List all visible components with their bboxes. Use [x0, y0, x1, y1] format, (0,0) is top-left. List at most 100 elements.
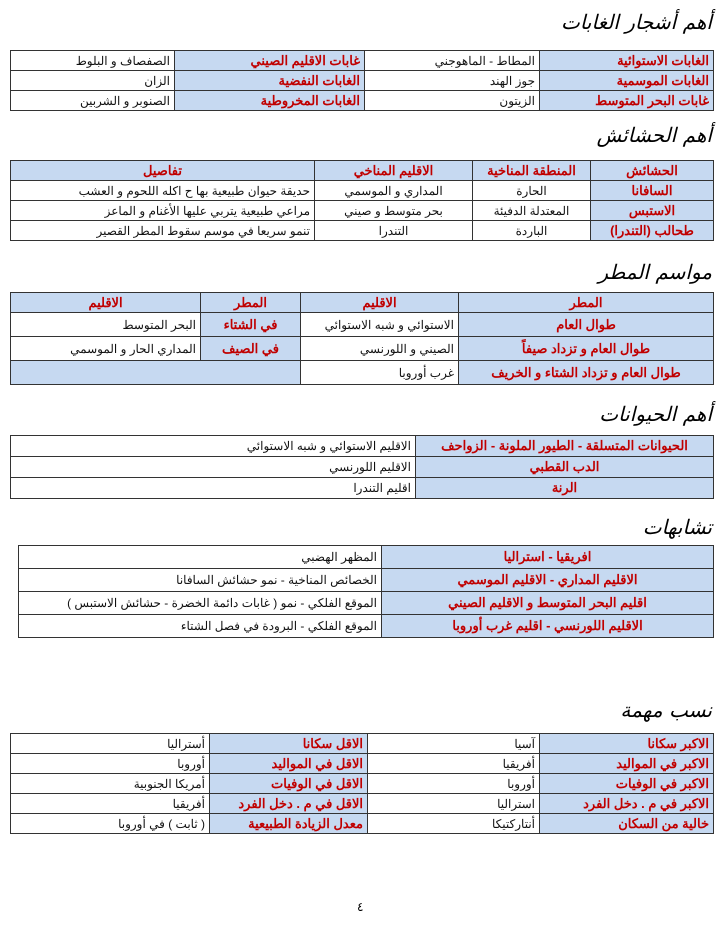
rain-title: مواسم المطر: [598, 260, 712, 284]
value-cell: الحارة: [472, 180, 591, 201]
label-cell: الغابات الاستوائية: [539, 50, 714, 71]
header-row: الحشائش المنطقة المناخية الاقليم المناخي تف…: [10, 160, 714, 181]
empty-merged-cell: [10, 360, 301, 385]
label-cell: في الصيف: [200, 336, 301, 361]
value-cell: أستراليا: [10, 733, 210, 754]
table-row: الحيوانات المتسلقة - الطيور الملونة - ال…: [10, 435, 714, 457]
value-cell: حديقة حيوان طبيعية بها ح اكله اللحوم و ا…: [10, 180, 315, 201]
value-cell: الاقليم الاستوائي و شبه الاستوائي: [10, 435, 416, 457]
value-cell: التندرا: [314, 220, 473, 241]
value-cell: استراليا: [367, 793, 540, 814]
value-cell: أوروبا: [10, 753, 210, 774]
value-cell: المطاط - الماهوجني: [364, 50, 540, 71]
label-cell: الاكبر في المواليد: [539, 753, 714, 774]
header-cell: الاقليم: [300, 292, 459, 313]
label-cell: غابات الاقليم الصيني: [174, 50, 365, 71]
value-cell: الخصائص المناخية - نمو حشائش السافانا: [18, 568, 382, 592]
label-cell: الاقل في المواليد: [209, 753, 368, 774]
similarities-table: افريقيا - استراليا المظهر الهضبي الاقليم ا…: [18, 545, 714, 638]
forests-table: الغابات الاستوائية المطاط - الماهوجني غابا…: [10, 50, 714, 111]
grasses-table: الحشائش المنطقة المناخية الاقليم المناخي تف…: [10, 160, 714, 241]
value-cell: تنمو سريعا في موسم سقوط المطر القصير: [10, 220, 315, 241]
value-cell: الموقع الفلكي - نمو ( غابات دائمة الخضرة…: [18, 591, 382, 615]
value-cell: الباردة: [472, 220, 591, 241]
value-cell: الزان: [10, 70, 175, 91]
header-cell: المطر: [200, 292, 301, 313]
label-cell: الاكبر سكانا: [539, 733, 714, 754]
similarities-title: تشابهات: [642, 515, 712, 539]
table-row: الاكبر في الوفيات أوروبا الاقل في الوفيات أ…: [10, 773, 714, 794]
table-row: الاكبر في المواليد أفريقيا الاقل في الموال…: [10, 753, 714, 774]
value-cell: بحر متوسط و صيني: [314, 200, 473, 221]
label-cell: في الشتاء: [200, 312, 301, 337]
label-cell: الغابات النفضية: [174, 70, 365, 91]
value-cell: اقليم التندرا: [10, 477, 416, 499]
header-cell: تفاصيل: [10, 160, 315, 181]
label-cell: السافانا: [590, 180, 714, 201]
value-cell: جوز الهند: [364, 70, 540, 91]
table-row: طحالب (التندرا) الباردة التندرا تنمو سريعا …: [10, 220, 714, 241]
table-row: الاستبس المعتدلة الدفيئة بحر متوسط و صيني م…: [10, 200, 714, 221]
value-cell: الصيني و اللورنسي: [300, 336, 459, 361]
table-row: طوال العام و تزداد صيفاً الصيني و اللورنس…: [10, 336, 714, 361]
value-cell: الموقع الفلكي - البرودة في فصل الشتاء: [18, 614, 382, 638]
label-cell: الدب القطبي: [415, 456, 714, 478]
header-row: المطر الاقليم المطر الاقليم: [10, 292, 714, 313]
label-cell: الاقل سكانا: [209, 733, 368, 754]
table-row: طوال العام و تزداد الشتاء و الخريف غرب أو…: [10, 360, 714, 385]
table-row: الرنة اقليم التندرا: [10, 477, 714, 499]
value-cell: المداري و الموسمي: [314, 180, 473, 201]
header-cell: الحشائش: [590, 160, 714, 181]
label-cell: طحالب (التندرا): [590, 220, 714, 241]
value-cell: ( ثابت ) في أوروبا: [10, 813, 210, 834]
table-row: الاقليم اللورنسي - اقليم غرب أوروبا الموق…: [18, 614, 714, 638]
label-cell: غابات البحر المتوسط: [539, 90, 714, 111]
table-row: الاقليم المداري - الاقليم الموسمي الخصائص…: [18, 568, 714, 592]
label-cell: الاقليم اللورنسي - اقليم غرب أوروبا: [381, 614, 714, 638]
value-cell: المظهر الهضبي: [18, 545, 382, 569]
value-cell: أنتاركتيكا: [367, 813, 540, 834]
table-row: طوال العام الاستوائي و شبه الاستوائي في ال…: [10, 312, 714, 337]
table-row: السافانا الحارة المداري و الموسمي حديقة حيو…: [10, 180, 714, 201]
value-cell: الزيتون: [364, 90, 540, 111]
table-row: الغابات الموسمية جوز الهند الغابات النفضية…: [10, 70, 714, 91]
value-cell: أفريقيا: [367, 753, 540, 774]
value-cell: آسيا: [367, 733, 540, 754]
table-row: الغابات الاستوائية المطاط - الماهوجني غابا…: [10, 50, 714, 71]
label-cell: افريقيا - استراليا: [381, 545, 714, 569]
value-cell: مراعي طبيعية يتربي عليها الأغنام و الماع…: [10, 200, 315, 221]
label-cell: طوال العام و تزداد صيفاً: [458, 336, 714, 361]
header-cell: المطر: [458, 292, 714, 313]
header-cell: الاقليم المناخي: [314, 160, 473, 181]
table-row: افريقيا - استراليا المظهر الهضبي: [18, 545, 714, 569]
rain-table: المطر الاقليم المطر الاقليم طوال العام الاستو…: [10, 292, 714, 385]
label-cell: الاقليم المداري - الاقليم الموسمي: [381, 568, 714, 592]
value-cell: المداري الحار و الموسمي: [10, 336, 201, 361]
label-cell: اقليم البحر المتوسط و الاقليم الصيني: [381, 591, 714, 615]
label-cell: الغابات المخروطية: [174, 90, 365, 111]
table-row: الاكبر سكانا آسيا الاقل سكانا أستراليا: [10, 733, 714, 754]
table-row: غابات البحر المتوسط الزيتون الغابات المخرو…: [10, 90, 714, 111]
value-cell: الصفصاف و البلوط: [10, 50, 175, 71]
label-cell: الاكبر في م . دخل الفرد: [539, 793, 714, 814]
table-row: الدب القطبي الاقليم اللورنسي: [10, 456, 714, 478]
value-cell: أمريكا الجنوبية: [10, 773, 210, 794]
label-cell: طوال العام و تزداد الشتاء و الخريف: [458, 360, 714, 385]
table-row: خالية من السكان أنتاركتيكا معدل الزيادة ال…: [10, 813, 714, 834]
label-cell: الغابات الموسمية: [539, 70, 714, 91]
animals-table: الحيوانات المتسلقة - الطيور الملونة - ال…: [10, 435, 714, 499]
table-row: اقليم البحر المتوسط و الاقليم الصيني المو…: [18, 591, 714, 615]
label-cell: معدل الزيادة الطبيعية: [209, 813, 368, 834]
value-cell: الصنوبر و الشربين: [10, 90, 175, 111]
label-cell: الاقل في م . دخل الفرد: [209, 793, 368, 814]
value-cell: الاستوائي و شبه الاستوائي: [300, 312, 459, 337]
label-cell: الحيوانات المتسلقة - الطيور الملونة - ال…: [415, 435, 714, 457]
label-cell: الاقل في الوفيات: [209, 773, 368, 794]
header-cell: الاقليم: [10, 292, 201, 313]
value-cell: غرب أوروبا: [300, 360, 459, 385]
value-cell: الاقليم اللورنسي: [10, 456, 416, 478]
label-cell: الاستبس: [590, 200, 714, 221]
grasses-title: أهم الحشائش: [596, 123, 712, 147]
stats-table: الاكبر سكانا آسيا الاقل سكانا أستراليا الاكب…: [10, 733, 714, 834]
